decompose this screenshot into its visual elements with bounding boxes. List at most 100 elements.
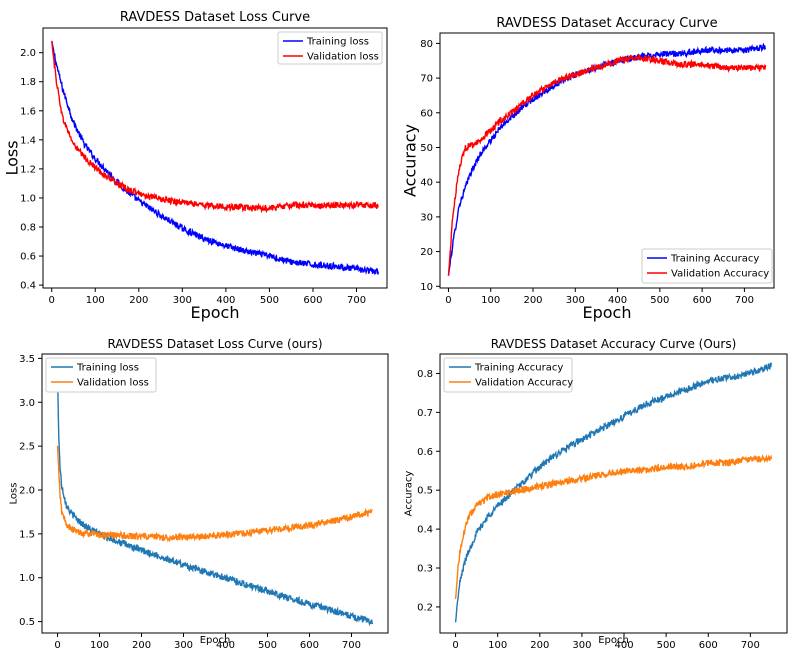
- plot-frame: [41, 353, 389, 634]
- chart-title: RAVDESS Dataset Accuracy Curve (Ours): [491, 337, 737, 351]
- x-tick-label: 700: [342, 640, 361, 651]
- legend: Training loss Validation loss: [45, 357, 157, 393]
- x-tick-label: 700: [347, 295, 366, 306]
- y-tick-label: 0.4: [20, 281, 36, 292]
- y-tick-label: 1.0: [19, 573, 35, 584]
- chart-title: RAVDESS Dataset Accuracy Curve: [496, 16, 717, 31]
- legend-box: [641, 248, 773, 284]
- y-tick-label: 0.7: [417, 408, 433, 419]
- loss-curve-ours-chart: 0 100 200 300 400 500 600 700 0.5 1.0 1.5 2.0 2.5 3.0…: [0, 326, 400, 652]
- x-tick-label: 0: [445, 295, 451, 306]
- x-tick-label: 600: [693, 295, 712, 306]
- x-axis-label: Epoch: [191, 303, 240, 322]
- x-tick-label: 0: [54, 640, 60, 651]
- legend-box: [277, 31, 383, 65]
- x-tick-label: 300: [566, 295, 585, 306]
- chart-svg: 0 100 200 300 400 500 600 700 10 20 30 40 50 60 70 80 RA…: [401, 16, 775, 322]
- x-tick-label: 200: [129, 295, 148, 306]
- legend-box: [45, 357, 157, 393]
- x-tick-label: 0: [452, 640, 458, 651]
- x-axis-label: Epoch: [598, 635, 629, 646]
- y-tick-label: 1.6: [20, 106, 36, 117]
- legend-label: Validation loss: [307, 52, 379, 63]
- y-tick-label: 2.5: [19, 442, 35, 453]
- plot-frame: [42, 27, 388, 289]
- x-tick-label: 500: [258, 640, 277, 651]
- y-tick-label: 0.8: [20, 222, 36, 233]
- y-tick-label: 40: [420, 178, 433, 189]
- legend-label: Validation Accuracy: [671, 269, 769, 280]
- y-tick-label: 0.2: [417, 602, 433, 613]
- x-tick-label: 700: [741, 640, 760, 651]
- y-tick-label: 0.6: [417, 447, 433, 458]
- series-line: [454, 453, 773, 599]
- y-tick-label: 70: [420, 74, 433, 85]
- y-tick-label: 30: [420, 212, 433, 223]
- legend-label: Training Accuracy: [474, 363, 563, 374]
- x-tick-label: 100: [488, 640, 507, 651]
- x-tick-label: 100: [90, 640, 109, 651]
- x-tick-label: 100: [86, 295, 105, 306]
- accuracy-curve-chart: 0 100 200 300 400 500 600 700 10 20 30 40 50 60 70 80 RA…: [400, 0, 799, 326]
- y-axis-label: Accuracy: [404, 471, 415, 517]
- legend-box: [443, 357, 573, 393]
- y-tick-label: 0.8: [417, 369, 433, 380]
- y-tick-label: 50: [420, 143, 433, 154]
- y-tick-label: 3.5: [19, 354, 35, 365]
- x-axis-label: Epoch: [200, 635, 231, 646]
- y-tick-label: 20: [420, 247, 433, 258]
- x-tick-label: 400: [216, 640, 235, 651]
- accuracy-curve-ours-chart: 0 100 200 300 400 500 600 700 0.2 0.3 0.4 0.5 0.6 0.7…: [400, 326, 799, 652]
- y-tick-label: 1.2: [20, 164, 36, 175]
- x-tick-label: 100: [481, 295, 500, 306]
- series-line: [56, 375, 374, 627]
- chart-title: RAVDESS Dataset Loss Curve: [120, 10, 310, 25]
- y-tick-label: 2.0: [20, 48, 36, 59]
- legend: Training Accuracy Validation Accuracy: [443, 357, 573, 393]
- legend-label: Training loss: [306, 37, 369, 48]
- y-tick-label: 1.4: [20, 135, 36, 146]
- plot-frame: [439, 32, 775, 289]
- legend-label: Training Accuracy: [670, 254, 759, 265]
- y-tick-label: 2.0: [19, 485, 35, 496]
- legend-label: Validation loss: [77, 378, 149, 389]
- legend: Training Accuracy Validation Accuracy: [641, 248, 773, 284]
- x-tick-label: 600: [303, 295, 322, 306]
- plot-frame: [439, 353, 788, 634]
- x-tick-label: 500: [657, 640, 676, 651]
- series-line: [56, 445, 373, 543]
- x-tick-label: 400: [608, 295, 627, 306]
- y-tick-label: 80: [420, 39, 433, 50]
- x-tick-label: 600: [699, 640, 718, 651]
- x-tick-label: 700: [735, 295, 754, 306]
- series-line: [447, 42, 767, 276]
- y-tick-label: 0.4: [417, 525, 433, 536]
- loss-curve-chart: 0 100 200 300 400 500 600 700 0.4 0.6 0.8 1.0 1.2 1.4…: [0, 0, 400, 326]
- y-tick-label: 0.6: [20, 252, 36, 263]
- y-axis-label: Loss: [9, 483, 20, 505]
- y-axis-label: Accuracy: [401, 124, 420, 197]
- legend: Training loss Validation loss: [277, 31, 383, 65]
- x-tick-label: 600: [300, 640, 319, 651]
- legend-label: Training loss: [76, 363, 139, 374]
- legend-label: Validation Accuracy: [475, 378, 573, 389]
- x-tick-label: 400: [216, 295, 235, 306]
- y-tick-label: 0.5: [19, 617, 35, 628]
- x-tick-label: 200: [523, 295, 542, 306]
- x-tick-label: 200: [530, 640, 549, 651]
- x-axis-label: Epoch: [583, 303, 632, 322]
- y-tick-label: 3.0: [19, 398, 35, 409]
- series-line: [447, 53, 767, 276]
- y-tick-label: 10: [420, 282, 433, 293]
- x-tick-label: 300: [173, 295, 192, 306]
- series-line: [51, 40, 379, 276]
- x-tick-label: 500: [650, 295, 669, 306]
- y-axis-label: Loss: [3, 140, 22, 175]
- y-tick-label: 60: [420, 108, 433, 119]
- x-tick-label: 300: [174, 640, 193, 651]
- x-tick-label: 300: [572, 640, 591, 651]
- y-tick-label: 1.8: [20, 77, 36, 88]
- y-tick-label: 0.3: [417, 564, 433, 575]
- x-tick-label: 200: [132, 640, 151, 651]
